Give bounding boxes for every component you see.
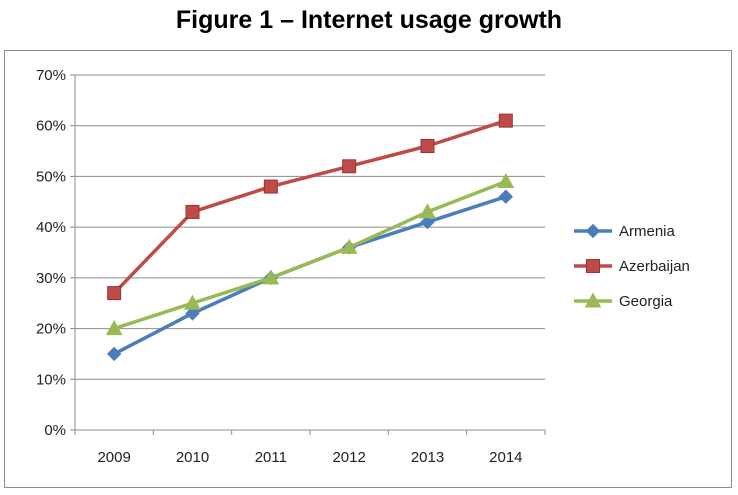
data-point-georgia [340,238,358,254]
data-point-azerbaijan [185,204,200,219]
legend-label-georgia: Georgia [619,293,673,310]
data-point-georgia [419,203,436,219]
data-point-azerbaijan [498,113,513,128]
series-line-armenia [113,195,507,356]
data-point-azerbaijan [107,286,122,301]
legend-label-azerbaijan: Azerbaijan [619,258,690,275]
legend-label-armenia: Armenia [619,223,676,240]
y-tick-label: 30% [36,270,66,287]
x-tick-label: 2009 [97,449,130,466]
y-tick-label: 50% [36,168,66,185]
chart-title: Figure 1 – Internet usage growth [175,6,563,34]
data-point-georgia [262,269,280,285]
chart-frame [4,50,732,488]
data-point-armenia [498,189,514,204]
x-tick-label: 2010 [176,449,209,466]
x-tick-label: 2012 [332,449,365,466]
x-tick-label: 2014 [489,449,522,466]
x-tick-label: 2013 [411,449,444,466]
data-point-azerbaijan [263,179,278,194]
y-tick-label: 10% [36,371,66,388]
legend-marker-georgia [584,292,602,308]
data-point-armenia [420,214,435,230]
data-point-armenia [185,306,200,321]
legend-marker-azerbaijan [586,259,600,273]
data-point-georgia [184,294,201,310]
legend-marker-armenia [585,223,601,239]
series-line-georgia [113,179,507,331]
data-point-azerbaijan [342,159,357,174]
y-tick-label: 60% [36,118,66,135]
y-tick-label: 40% [36,219,66,236]
data-point-armenia [106,346,122,362]
y-tick-label: 20% [36,321,66,338]
y-tick-label: 0% [44,422,66,439]
x-tick-label: 2011 [255,449,287,466]
data-point-azerbaijan [420,139,435,153]
data-point-georgia [497,172,515,188]
data-point-georgia [105,320,123,336]
y-tick-label: 70% [36,67,66,84]
series-line-azerbaijan [112,118,507,295]
